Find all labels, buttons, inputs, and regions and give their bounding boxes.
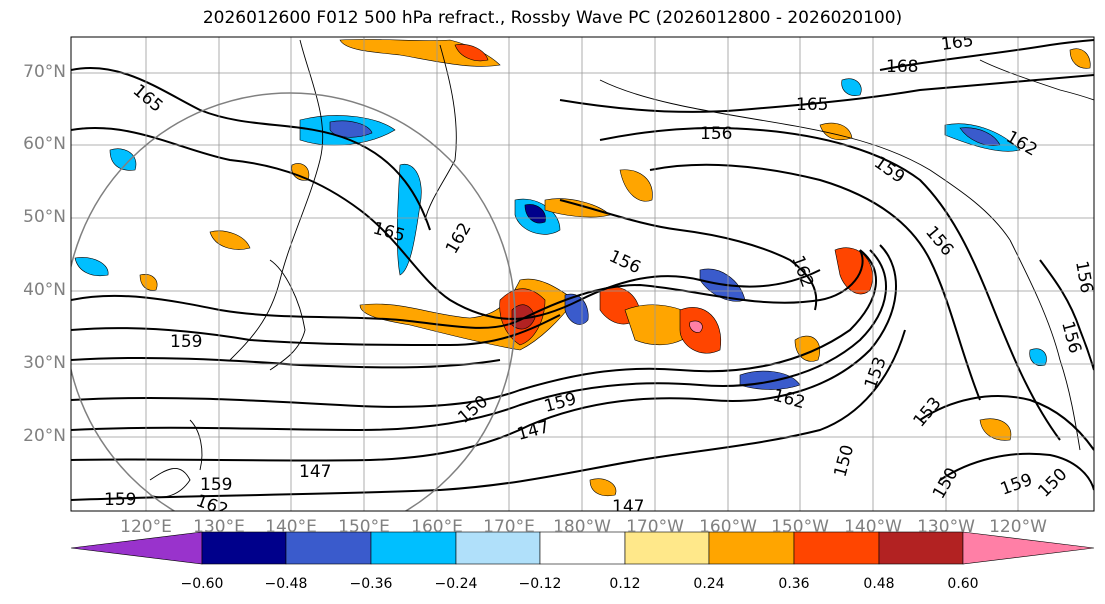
lon-label: 120°W	[989, 517, 1047, 537]
contour-label: 147	[515, 417, 552, 445]
contour-label: 153	[861, 354, 891, 391]
contour-label: 159	[542, 389, 579, 417]
positive-anomaly-region	[1069, 48, 1091, 69]
contour-label: 159	[870, 153, 908, 188]
lon-label: 150°W	[771, 517, 829, 537]
plot-frame	[70, 36, 1095, 512]
colorbar-tick-label: −0.36	[349, 576, 393, 592]
colorbar-swatch	[539, 531, 626, 565]
lon-label: 180°W	[553, 517, 611, 537]
colorbar-swatch	[793, 531, 880, 565]
colorbar-tick-label: −0.12	[518, 576, 562, 592]
lat-label: 50°N	[23, 207, 66, 227]
colorbar	[70, 531, 1095, 565]
positive-anomaly-region	[454, 44, 489, 62]
highlight-circle	[71, 92, 516, 511]
lon-label: 120°E	[120, 517, 172, 537]
negative-anomaly-region	[1029, 348, 1047, 366]
contour-label: 162	[787, 253, 817, 290]
lon-label: 130°W	[917, 517, 975, 537]
colorbar-tick-label: 0.36	[778, 576, 810, 592]
colorbar-tick-label: −0.60	[180, 576, 224, 592]
colorbar-swatch	[201, 531, 287, 565]
lat-label: 30°N	[23, 353, 66, 373]
colorbar-tick-label: −0.48	[264, 576, 308, 592]
gridlines	[71, 37, 1094, 511]
contour-label: 165	[940, 31, 975, 55]
contour-label-group: 165 168 165 165 156 162 159 156 165 162 …	[104, 31, 1096, 517]
negative-anomaly-region	[841, 78, 862, 96]
positive-anomaly-region	[834, 247, 873, 295]
lon-label: 130°E	[193, 517, 245, 537]
colorbar-swatch	[624, 531, 710, 565]
map-title: 2026012600 F012 500 hPa refract., Rossby…	[202, 8, 903, 28]
lat-label: 40°N	[23, 280, 66, 300]
contour-label: 165	[129, 81, 167, 117]
positive-anomaly-region	[979, 418, 1012, 441]
contour-label: 162	[1003, 127, 1041, 161]
contour-label: 168	[886, 57, 918, 77]
contour-label: 159	[200, 475, 232, 495]
colorbar-swatch	[285, 531, 372, 565]
lon-label: 140°W	[844, 517, 902, 537]
colorbar-tick-label: −0.24	[434, 576, 478, 592]
positive-anomaly-region	[209, 230, 251, 250]
negative-anomaly-region	[739, 370, 801, 390]
negative-anomaly-region	[396, 163, 422, 276]
colorbar-tick-label: 0.12	[609, 576, 641, 592]
contour-lines	[71, 39, 1094, 501]
positive-anomaly-region	[589, 478, 617, 497]
contour-label: 156	[700, 124, 732, 144]
positive-anomaly-region	[689, 320, 703, 333]
coastlines	[149, 39, 1094, 498]
lon-label: 150°E	[338, 517, 390, 537]
contour-label: 147	[299, 462, 331, 482]
contour-label: 159	[170, 332, 202, 352]
positive-anomaly-region	[619, 169, 653, 202]
positive-anomaly-region	[139, 274, 158, 291]
contour-label: 156	[606, 246, 644, 278]
colorbar-tick-label: 0.24	[693, 576, 725, 592]
lat-label: 20°N	[23, 426, 66, 446]
lon-label: 170°E	[483, 517, 535, 537]
negative-anomaly-region	[74, 257, 109, 277]
colorbar-tick-label: 0.60	[947, 576, 979, 592]
contour-label: 150	[1034, 464, 1071, 501]
lon-label: 160°E	[411, 517, 463, 537]
colorbar-swatch	[455, 531, 541, 565]
contour-label: 159	[998, 470, 1035, 500]
lon-label: 160°W	[699, 517, 757, 537]
positive-anomaly-region	[511, 304, 536, 330]
contour-label: 162	[442, 219, 476, 257]
contour-label: 159	[104, 490, 136, 510]
contour-label: 156	[1057, 319, 1085, 356]
contour-label: 150	[831, 443, 859, 480]
contour-label: 153	[910, 393, 946, 431]
colorbar-max-extension	[962, 531, 1095, 565]
lat-label: 60°N	[23, 134, 66, 154]
contour-label: 147	[612, 497, 644, 517]
lon-label: 140°E	[265, 517, 317, 537]
contour-label: 165	[796, 95, 828, 115]
negative-anomaly-region	[109, 148, 137, 171]
colorbar-swatch	[370, 531, 457, 565]
lat-label: 70°N	[23, 62, 66, 82]
lon-label: 170°W	[626, 517, 684, 537]
colorbar-swatch	[878, 531, 964, 565]
contour-label: 156	[1071, 259, 1096, 294]
colorbar-tick-label: 0.48	[863, 576, 895, 592]
